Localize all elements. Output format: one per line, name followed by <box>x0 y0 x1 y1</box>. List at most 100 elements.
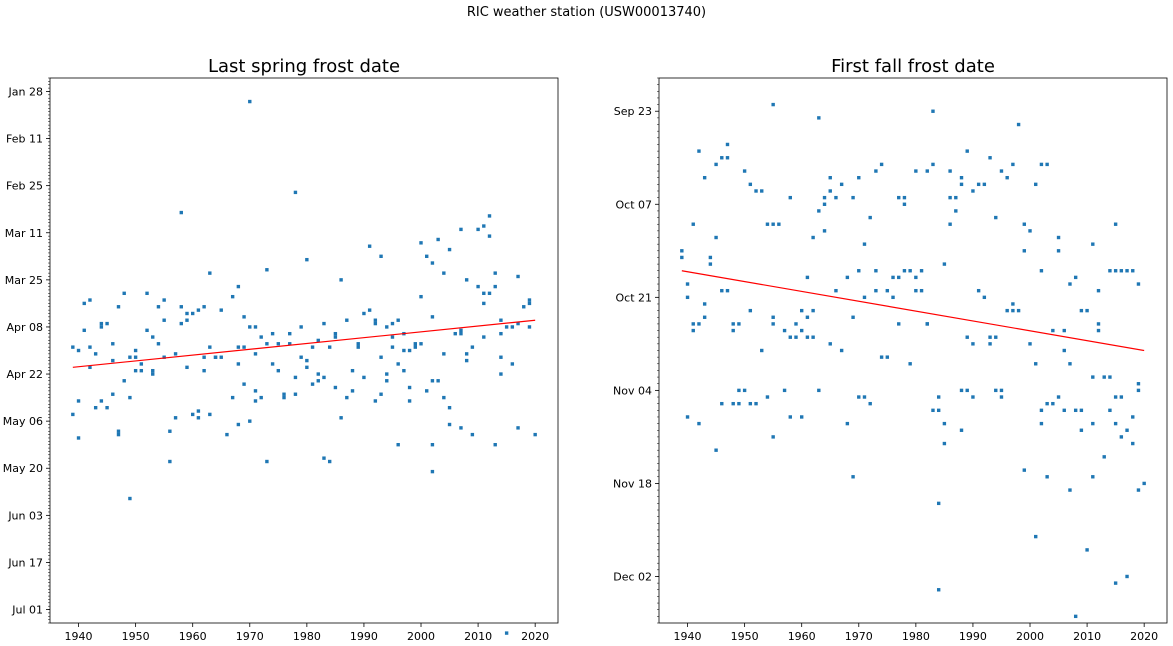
data-point <box>122 379 126 383</box>
data-point <box>1119 435 1124 439</box>
data-point <box>305 365 309 370</box>
data-point <box>805 275 810 280</box>
data-point <box>133 348 138 353</box>
figure-suptitle: RIC weather station (USW00013740) <box>466 5 707 20</box>
data-point <box>168 429 172 433</box>
data-point <box>464 278 469 282</box>
data-point <box>931 162 935 167</box>
data-point <box>868 401 872 406</box>
data-point <box>482 224 486 228</box>
data-point <box>510 362 515 366</box>
data-point <box>516 321 520 326</box>
data-point <box>88 345 92 349</box>
data-point <box>994 215 998 220</box>
data-point <box>965 388 969 393</box>
data-point <box>202 355 206 359</box>
data-point <box>82 301 86 306</box>
data-point <box>327 345 332 349</box>
data-point <box>470 432 475 437</box>
data-point <box>697 149 701 153</box>
data-point <box>316 372 320 376</box>
data-point <box>293 190 298 195</box>
chart-panel-1: First fall frost date Sep 23 Oct 07 Oct 21 N… <box>613 56 1168 643</box>
data-point <box>1051 401 1055 406</box>
data-point <box>959 388 964 393</box>
data-point <box>834 195 838 200</box>
data-point <box>1034 534 1038 539</box>
data-point <box>845 275 850 280</box>
data-point <box>190 311 195 316</box>
x-tick-label: 1960 <box>179 630 207 643</box>
data-point <box>470 345 475 349</box>
data-point <box>527 325 532 329</box>
data-point <box>914 169 918 173</box>
data-point <box>151 372 155 376</box>
data-point <box>1005 175 1009 180</box>
x-tick-label: 1960 <box>788 630 816 643</box>
data-point <box>1039 162 1044 167</box>
data-point <box>845 421 850 426</box>
data-point <box>936 501 941 506</box>
data-point <box>122 291 126 296</box>
data-point <box>839 182 844 187</box>
data-point <box>225 432 229 437</box>
data-point <box>731 322 735 326</box>
data-point <box>1091 242 1095 246</box>
data-point <box>88 365 92 370</box>
data-point <box>350 389 355 393</box>
data-point <box>407 348 412 353</box>
data-point <box>202 368 206 373</box>
data-point <box>88 298 92 302</box>
data-point <box>459 227 463 232</box>
data-point <box>708 262 713 266</box>
data-point <box>1056 235 1061 240</box>
data-point <box>1091 475 1095 479</box>
data-point <box>305 257 309 262</box>
y-tick-label: Jun 03 <box>7 509 43 522</box>
data-point <box>162 318 166 322</box>
chart-panel-0: Last spring frost date Jan 28 Feb 11 Feb 25… <box>3 56 559 643</box>
data-point <box>720 288 724 293</box>
data-point <box>1011 162 1015 167</box>
data-point <box>1034 362 1038 366</box>
data-point <box>954 195 958 200</box>
data-point <box>316 379 320 383</box>
axes-frame <box>49 77 559 624</box>
data-point <box>230 294 235 299</box>
data-point <box>293 375 298 380</box>
data-point <box>874 269 878 273</box>
data-point <box>999 395 1004 399</box>
data-point <box>811 235 815 240</box>
data-point <box>805 335 810 339</box>
data-point <box>407 399 412 403</box>
data-point <box>771 222 775 226</box>
data-point <box>919 269 924 273</box>
x-tick-label: 1950 <box>731 630 759 643</box>
data-point <box>162 355 166 359</box>
data-point <box>499 318 503 322</box>
data-point <box>219 355 223 359</box>
data-point <box>208 271 212 275</box>
data-point <box>390 345 395 349</box>
data-point <box>367 308 372 312</box>
data-point <box>1056 249 1061 253</box>
data-point <box>236 345 241 349</box>
data-point <box>407 385 412 390</box>
data-point <box>128 496 132 501</box>
data-point <box>248 99 252 104</box>
y-tick-label: May 06 <box>3 415 43 428</box>
x-tick-label: 2020 <box>521 630 549 643</box>
data-point <box>731 328 735 333</box>
data-point <box>725 156 730 160</box>
data-point <box>248 419 252 423</box>
y-tick-label: Nov 04 <box>613 384 652 397</box>
data-point <box>510 325 515 329</box>
data-point <box>116 432 121 437</box>
data-point <box>959 182 964 187</box>
data-point <box>213 355 218 359</box>
data-point <box>976 182 981 187</box>
data-point <box>111 358 115 363</box>
data-point <box>948 222 952 226</box>
data-point <box>345 318 349 322</box>
data-point <box>828 342 832 346</box>
